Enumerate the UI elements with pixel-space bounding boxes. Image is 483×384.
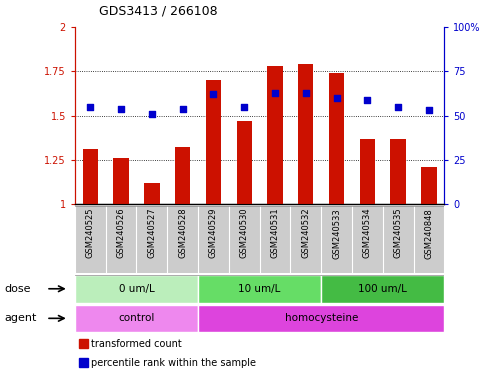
Bar [421, 167, 437, 204]
Bar [390, 139, 406, 204]
Bar [237, 121, 252, 204]
Point [179, 106, 186, 112]
Bar [175, 147, 190, 204]
Text: GSM240530: GSM240530 [240, 208, 249, 258]
Point [210, 91, 217, 98]
Bar [79, 358, 88, 367]
Bar [360, 139, 375, 204]
Bar [267, 66, 283, 204]
Text: 100 um/L: 100 um/L [358, 284, 407, 294]
Bar [144, 183, 159, 204]
Bar [198, 275, 321, 303]
Text: GSM240531: GSM240531 [270, 208, 280, 258]
Text: GSM240525: GSM240525 [86, 208, 95, 258]
Text: 0 um/L: 0 um/L [118, 284, 155, 294]
Text: dose: dose [5, 284, 31, 294]
Text: GSM240533: GSM240533 [332, 208, 341, 258]
Text: GSM240535: GSM240535 [394, 208, 403, 258]
Point [364, 97, 371, 103]
Text: GSM240532: GSM240532 [301, 208, 310, 258]
Text: GSM240528: GSM240528 [178, 208, 187, 258]
Point [394, 104, 402, 110]
Point [302, 89, 310, 96]
Point [333, 95, 341, 101]
Text: transformed count: transformed count [91, 339, 182, 349]
Point [86, 104, 94, 110]
Bar [329, 73, 344, 204]
Text: agent: agent [5, 313, 37, 323]
Text: GSM240527: GSM240527 [147, 208, 156, 258]
Text: GSM240848: GSM240848 [425, 208, 433, 258]
Text: percentile rank within the sample: percentile rank within the sample [91, 358, 256, 368]
Text: control: control [118, 313, 155, 323]
Point [117, 106, 125, 112]
Text: 10 um/L: 10 um/L [239, 284, 281, 294]
Bar [75, 275, 198, 303]
Text: GSM240526: GSM240526 [116, 208, 126, 258]
Bar [114, 158, 129, 204]
Bar [298, 65, 313, 204]
Point [148, 111, 156, 117]
Text: GSM240529: GSM240529 [209, 208, 218, 258]
Point [271, 89, 279, 96]
Text: homocysteine: homocysteine [284, 313, 358, 323]
Point [241, 104, 248, 110]
Bar [79, 339, 88, 348]
Bar [321, 275, 444, 303]
Bar [198, 305, 444, 332]
Point [425, 107, 433, 113]
Text: GDS3413 / 266108: GDS3413 / 266108 [99, 5, 218, 18]
Text: GSM240534: GSM240534 [363, 208, 372, 258]
Bar [75, 305, 198, 332]
Bar [83, 149, 98, 204]
Bar [206, 80, 221, 204]
